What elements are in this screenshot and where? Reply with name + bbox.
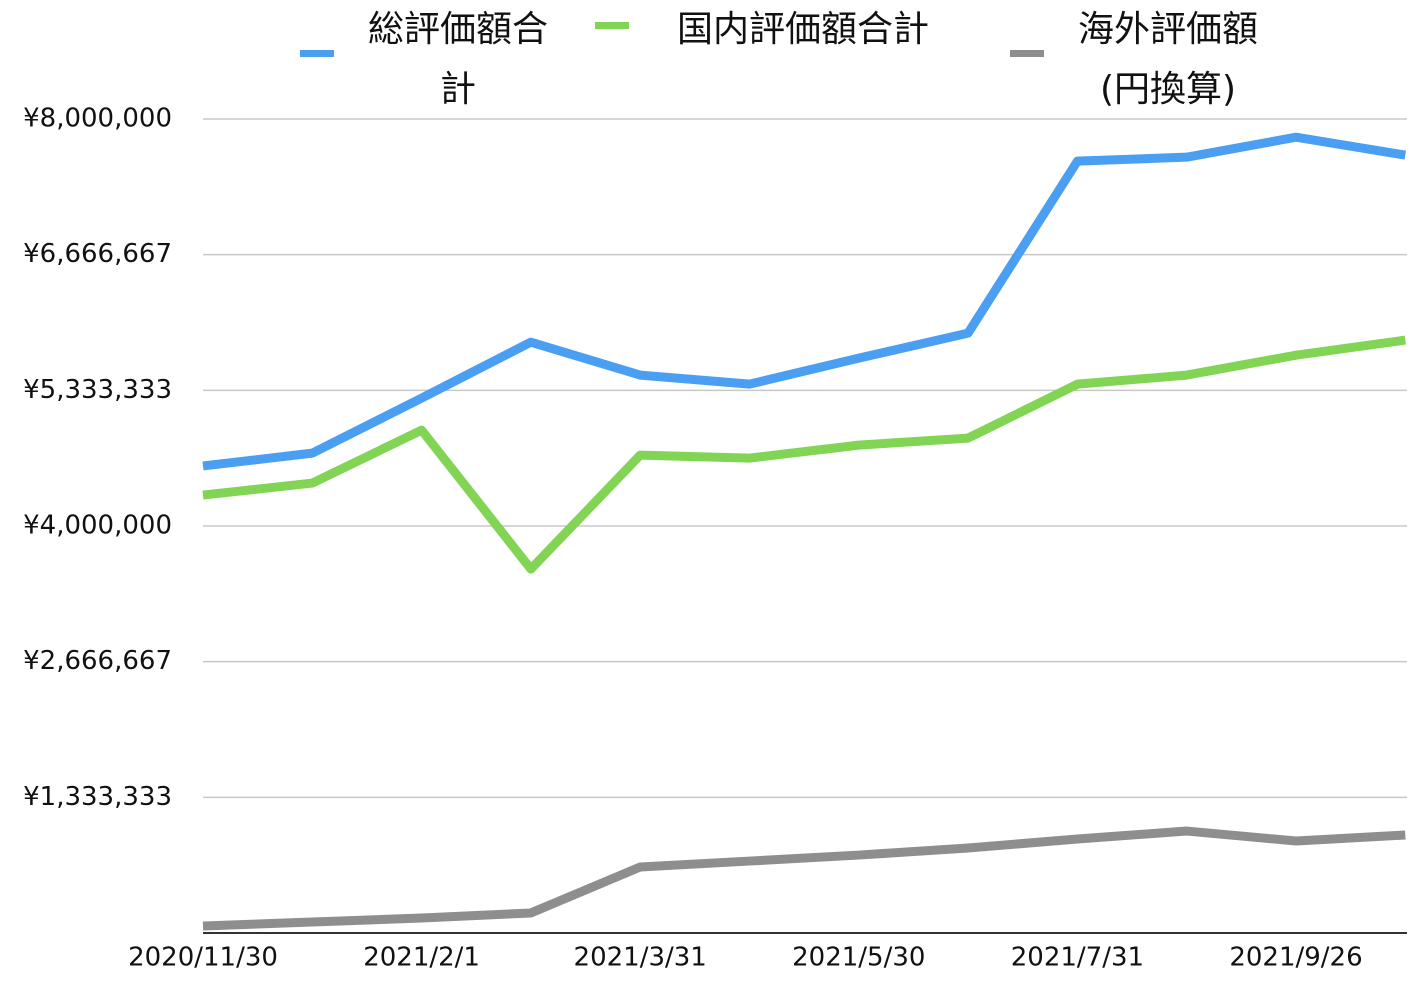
legend-item: 国内評価額合計 <box>595 0 953 60</box>
legend-swatch <box>300 50 334 57</box>
y-tick-label: ¥5,333,333 <box>23 375 172 405</box>
x-tick-label: 2021/3/31 <box>574 943 707 973</box>
x-tick-label: 2021/2/1 <box>363 943 480 973</box>
legend-item: 総評価額合計 <box>300 0 558 120</box>
legend-item: 海外評価額(円換算) <box>1010 0 1268 120</box>
legend-label: 海外評価額(円換算) <box>1077 9 1258 110</box>
x-tick-label: 2020/11/30 <box>128 943 278 973</box>
y-tick-label: ¥8,000,000 <box>23 104 172 134</box>
y-tick-label: ¥4,000,000 <box>23 511 172 541</box>
y-tick-label: ¥1,333,333 <box>23 782 172 812</box>
series-line <box>202 335 1406 574</box>
x-tick-label: 2021/7/31 <box>1011 943 1144 973</box>
x-tick-label: 2021/5/30 <box>792 943 925 973</box>
legend-label: 国内評価額合計 <box>676 9 929 50</box>
y-tick-label: ¥2,666,667 <box>23 646 172 676</box>
series-line <box>202 826 1406 931</box>
legend-swatch <box>595 22 629 29</box>
series-line <box>202 132 1407 471</box>
legend-label: 総評価額合計 <box>367 9 548 110</box>
legend-swatch <box>1010 50 1044 57</box>
y-tick-label: ¥6,666,667 <box>23 239 172 269</box>
x-tick-label: 2021/9/26 <box>1229 943 1362 973</box>
